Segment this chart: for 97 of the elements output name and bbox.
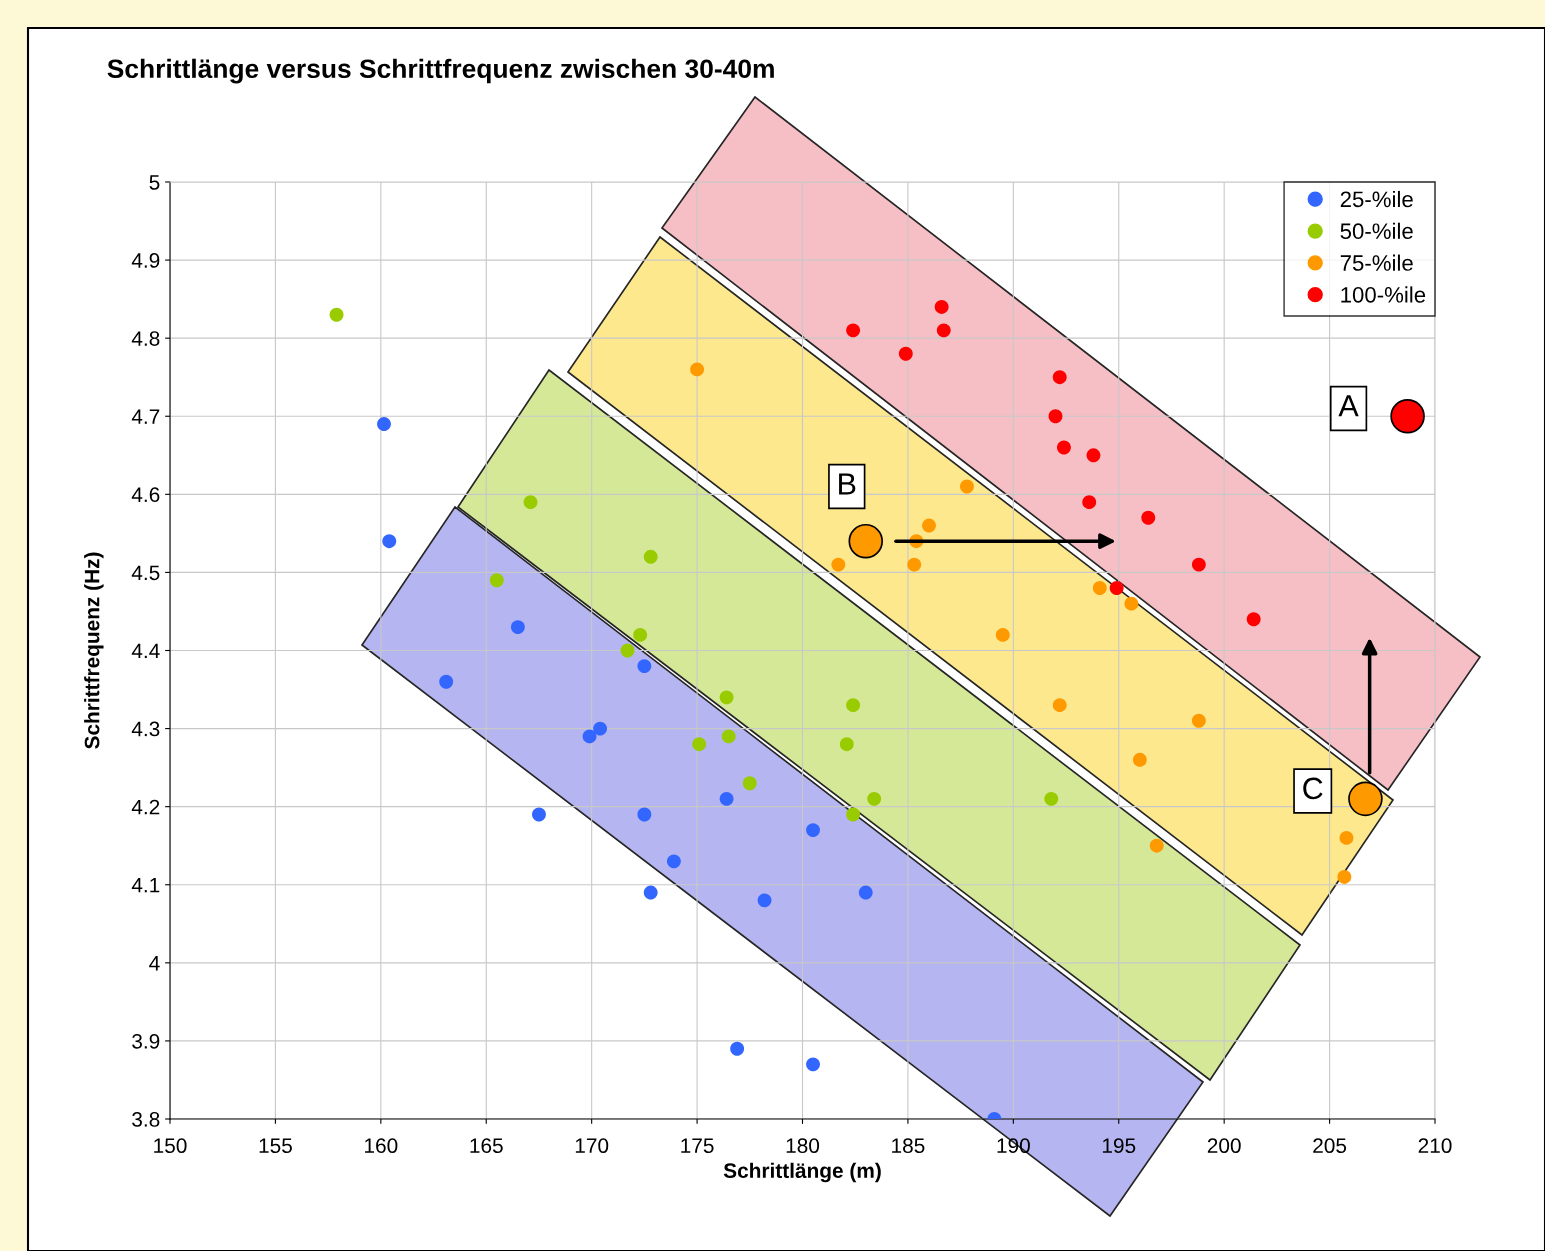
point [1339,830,1354,845]
point [757,893,772,908]
x-tick-label: 165 [470,1138,503,1154]
x-tick-label: 175 [681,1138,714,1154]
point [1092,581,1107,595]
x-tick-label: 155 [259,1138,292,1154]
y-tick-label: 4.5 [131,565,160,581]
x-tick-label: 160 [365,1138,398,1154]
point [489,573,504,588]
x-tick-label: 150 [154,1138,187,1154]
point [806,1057,820,1072]
point [643,549,658,564]
point [692,737,707,752]
point [1124,596,1139,611]
y-tick-label: 4.2 [131,799,160,815]
point [582,729,597,744]
point [637,807,652,822]
point [377,417,391,431]
annotation: C [1303,777,1323,800]
point [1246,612,1261,627]
point [1109,581,1124,595]
x-tick-label: 180 [786,1138,820,1154]
point [1044,791,1059,806]
point [806,823,820,838]
x-tick-label: 205 [1313,1138,1347,1154]
x-tick-label: 210 [1418,1138,1452,1154]
point [1056,440,1071,455]
point [846,807,861,822]
point [1390,398,1425,434]
point [995,627,1010,642]
point [532,807,546,822]
y-axis-title: Schrittfrequenz (Hz) [84,552,104,749]
point [690,362,705,377]
legend-label: 50-%ile [1340,222,1413,240]
y-tick-label: 4.7 [131,409,160,424]
point [719,690,734,705]
chart-title: Schrittlänge versus Schrittfrequenz zwischen 30-40m [107,58,774,84]
point [1348,781,1383,817]
point [730,1041,745,1056]
point [1132,752,1147,767]
annotation: A [1338,395,1359,417]
point [719,791,734,806]
annotation: B [839,473,856,495]
x-tick-label: 195 [1102,1138,1136,1154]
point [1086,448,1101,463]
point [1052,370,1067,385]
y-tick-label: 4.4 [131,643,160,659]
point [439,674,454,689]
point [846,698,861,713]
y-tick-label: 4.3 [131,721,160,737]
x-tick-label: 185 [892,1138,925,1154]
point [1337,870,1352,884]
point [637,659,652,674]
y-tick-label: 4.6 [131,487,160,503]
x-tick-label: 200 [1207,1138,1241,1154]
point [523,495,538,510]
legend-label: 100-%ile [1341,286,1426,303]
point [1149,838,1164,853]
y-tick-label: 3.9 [132,1033,160,1049]
legend-label: 25-%ile [1340,190,1413,208]
point [382,534,397,549]
point [643,885,658,900]
point [907,557,922,572]
y-tick-label: 5 [149,175,160,190]
point [329,307,344,322]
point [510,620,525,635]
point [1191,713,1206,728]
x-axis-title: Schrittlänge (m) [723,1162,881,1183]
point [1141,510,1156,525]
point [1191,557,1206,572]
point [898,346,913,361]
point [848,523,884,559]
y-tick-label: 4 [149,956,160,971]
x-tick-label: 170 [575,1138,609,1154]
y-tick-label: 4.1 [131,877,160,893]
point [620,643,635,658]
legend-label: 75-%ile [1340,254,1413,271]
point [721,729,736,744]
y-tick-label: 4.8 [131,331,160,346]
point [846,323,861,338]
point [1082,495,1097,510]
point [934,299,949,314]
point [1048,409,1063,424]
point [1052,698,1067,713]
point [666,854,681,869]
point [867,791,882,806]
y-tick-label: 3.8 [132,1112,160,1127]
point [742,776,757,791]
point [858,885,873,900]
point [831,557,846,572]
point [633,627,648,642]
y-tick-label: 4.9 [131,253,160,268]
point [839,737,854,752]
point [960,479,974,494]
point [922,518,936,533]
point [593,721,608,736]
point [936,323,951,338]
